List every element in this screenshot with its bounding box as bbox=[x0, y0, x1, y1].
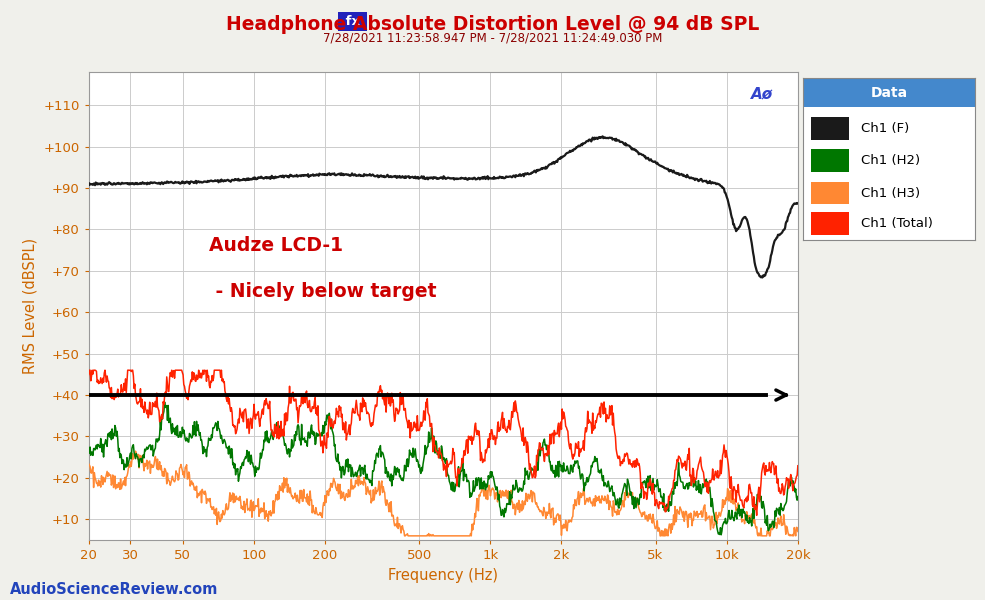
Text: fx: fx bbox=[341, 15, 364, 28]
Y-axis label: RMS Level (dBSPL): RMS Level (dBSPL) bbox=[23, 238, 37, 374]
Text: 7/28/2021 11:23:58.947 PM - 7/28/2021 11:24:49.030 PM: 7/28/2021 11:23:58.947 PM - 7/28/2021 11… bbox=[323, 31, 662, 44]
Text: Data: Data bbox=[871, 86, 907, 100]
Text: Audze LCD-1: Audze LCD-1 bbox=[209, 236, 343, 254]
Bar bbox=[812, 149, 849, 172]
Text: Headphone Absolute Distortion Level @ 94 dB SPL: Headphone Absolute Distortion Level @ 94… bbox=[226, 15, 759, 34]
Bar bbox=[812, 212, 849, 235]
Bar bbox=[812, 117, 849, 140]
X-axis label: Frequency (Hz): Frequency (Hz) bbox=[388, 568, 498, 583]
Text: Aø: Aø bbox=[751, 86, 773, 101]
Text: Ch1 (Total): Ch1 (Total) bbox=[861, 217, 933, 230]
Bar bbox=[803, 78, 975, 107]
Text: AudioScienceReview.com: AudioScienceReview.com bbox=[10, 582, 219, 597]
Text: - Nicely below target: - Nicely below target bbox=[209, 283, 436, 301]
Text: Ch1 (H2): Ch1 (H2) bbox=[861, 154, 921, 167]
Text: Ch1 (H3): Ch1 (H3) bbox=[861, 187, 921, 200]
Text: Ch1 (F): Ch1 (F) bbox=[861, 122, 909, 135]
Bar bbox=[812, 182, 849, 205]
